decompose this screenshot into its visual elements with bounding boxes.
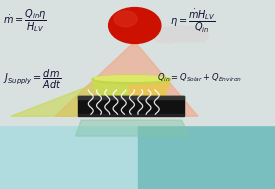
- Bar: [0, 0, 275, 123]
- Bar: [78, 114, 184, 116]
- Polygon shape: [92, 79, 129, 96]
- Circle shape: [170, 26, 191, 40]
- Text: $Q_{in} = Q_{Solar} + Q_{Environ}$: $Q_{in} = Q_{Solar} + Q_{Environ}$: [157, 72, 242, 84]
- Bar: [0, 119, 138, 189]
- Text: $\eta = \dfrac{\dot{m}H_{LV}}{Q_{in}}$: $\eta = \dfrac{\dot{m}H_{LV}}{Q_{in}}$: [170, 8, 216, 35]
- Circle shape: [154, 31, 170, 43]
- Bar: [138, 119, 275, 189]
- Bar: [162, 35, 204, 41]
- Circle shape: [114, 11, 137, 27]
- Polygon shape: [55, 42, 198, 116]
- Bar: [78, 96, 184, 99]
- Polygon shape: [11, 82, 121, 116]
- Text: $\dot{m} = \dfrac{Q_{in}\eta}{H_{LV}}$: $\dot{m} = \dfrac{Q_{in}\eta}{H_{LV}}$: [3, 8, 46, 34]
- Polygon shape: [129, 79, 170, 96]
- Bar: [78, 96, 184, 114]
- Circle shape: [109, 8, 161, 43]
- Circle shape: [158, 27, 181, 43]
- Ellipse shape: [92, 75, 170, 84]
- Polygon shape: [76, 120, 190, 136]
- Ellipse shape: [94, 76, 169, 81]
- Bar: [0, 117, 275, 125]
- Circle shape: [181, 27, 202, 41]
- Circle shape: [192, 30, 208, 41]
- Text: $J_{Supply} = \dfrac{dm}{Adt}$: $J_{Supply} = \dfrac{dm}{Adt}$: [3, 68, 62, 91]
